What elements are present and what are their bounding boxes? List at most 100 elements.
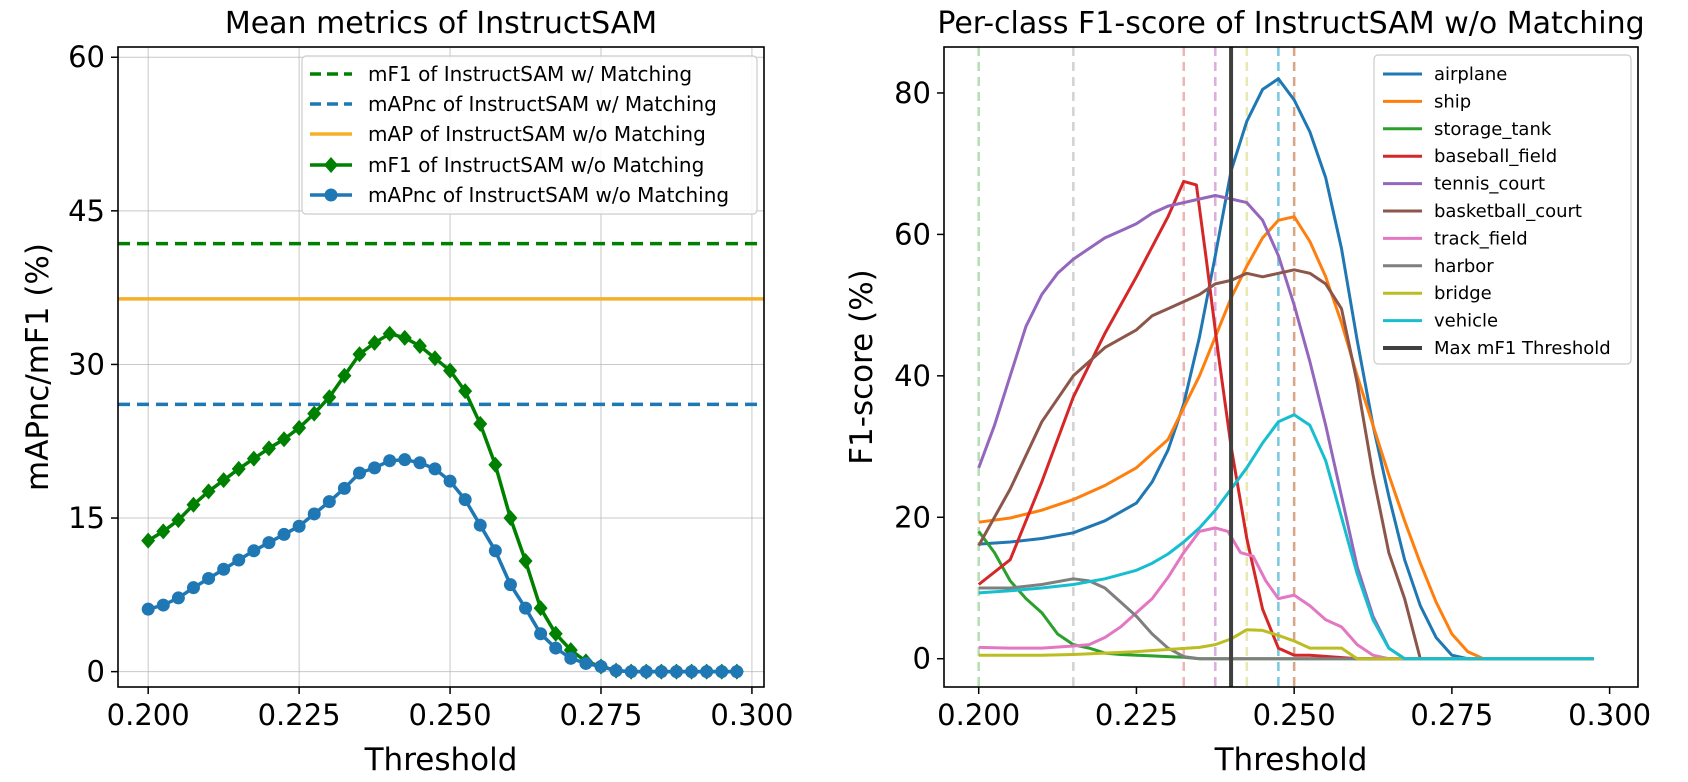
legend-marker-circle (324, 188, 338, 202)
y-tick-label: 0 (87, 655, 105, 689)
series-line-vehicle (978, 413, 1594, 661)
x-tick-label: 0.225 (258, 698, 341, 732)
legend-box (301, 55, 758, 215)
data-point-circle (337, 481, 351, 495)
legend-label-map-no-matching: mAP of InstructSAM w/o Matching (368, 122, 706, 146)
data-point-circle (594, 660, 608, 674)
plot-frame (943, 46, 1639, 688)
x-tick-label: 0.200 (937, 698, 1020, 732)
data-point-diamond (548, 625, 563, 642)
y-tick-label: 60 (894, 217, 931, 251)
chart-title: Mean metrics of InstructSAM (225, 6, 657, 41)
y-axis-label: mAPnc/mF1 (%) (20, 243, 56, 491)
legend-label-vehicle: vehicle (1434, 311, 1498, 332)
data-point-circle (715, 665, 729, 679)
data-point-circle (368, 461, 382, 475)
data-point-diamond (171, 512, 186, 529)
data-point-diamond (412, 338, 427, 355)
data-point-circle (700, 665, 714, 679)
legend-label-harbor: harbor (1434, 256, 1494, 277)
legend-label-bridge: bridge (1434, 283, 1492, 304)
data-point-circle (247, 544, 261, 558)
data-point-circle (624, 665, 638, 679)
x-tick-label: 0.250 (409, 698, 492, 732)
x-tick-label: 0.275 (1410, 698, 1493, 732)
data-point-diamond (503, 510, 518, 527)
data-point-circle (503, 578, 517, 592)
data-point-diamond (292, 419, 307, 436)
x-tick-label: 0.300 (1568, 698, 1651, 732)
data-point-circle (534, 627, 548, 641)
y-axis-ticks: 0 20 40 60 80 (894, 76, 944, 676)
y-tick-label: 15 (68, 501, 105, 535)
data-point-circle (383, 454, 397, 468)
legend-label-storage-tank: storage_tank (1434, 119, 1552, 140)
data-point-diamond (397, 329, 412, 346)
series-line-basketball-court (977, 268, 1594, 661)
data-point-diamond (533, 600, 548, 617)
data-point-circle (292, 519, 306, 533)
y-tick-label: 40 (894, 359, 931, 393)
legend-label-ship: ship (1434, 91, 1471, 112)
data-point-diamond (518, 553, 533, 570)
data-point-circle (730, 665, 744, 679)
data-point-circle (156, 598, 170, 612)
legend-label-baseball-field: baseball_field (1434, 146, 1557, 167)
data-point-circle (186, 581, 200, 595)
data-point-circle (322, 495, 336, 509)
series-line-mapnc-of-instructsam-w-o-matching (147, 457, 737, 674)
chart-per-class-f1: Per-class F1-score of InstructSAM w/o Ma… (844, 6, 1651, 778)
data-point-diamond (216, 472, 231, 489)
x-tick-label: 0.200 (107, 698, 190, 732)
x-tick-label: 0.275 (559, 698, 642, 732)
data-point-circle (307, 507, 321, 521)
x-axis-ticks: 0.200 0.225 0.250 0.275 0.300 (937, 687, 1651, 732)
data-point-diamond (307, 405, 322, 422)
data-point-diamond (246, 450, 261, 467)
y-axis-ticks: 0 15 30 45 60 (68, 40, 118, 689)
data-point-circle (413, 456, 427, 470)
series-line-ship (978, 215, 1594, 661)
legend-label-airplane: airplane (1434, 64, 1507, 85)
series-line-bridge (978, 628, 1594, 661)
x-tick-label: 0.250 (1253, 698, 1336, 732)
data-point-diamond (427, 350, 442, 367)
legend-label-mf1-no-matching: mF1 of InstructSAM w/o Matching (368, 153, 704, 177)
data-point-diamond (473, 415, 488, 432)
y-tick-label: 45 (68, 194, 105, 228)
series-group (977, 47, 1594, 687)
y-tick-label: 30 (68, 347, 105, 381)
series-line-track-field (978, 526, 1594, 661)
data-point-circle (549, 641, 563, 655)
plot-frame (117, 46, 765, 688)
data-point-circle (202, 571, 216, 585)
legend-box (1373, 54, 1632, 365)
chart-title: Per-class F1-score of InstructSAM w/o Ma… (937, 6, 1644, 41)
data-point-circle (277, 527, 291, 541)
data-point-circle (579, 656, 593, 670)
y-tick-label: 0 (913, 642, 931, 676)
data-point-circle (232, 553, 246, 567)
data-point-circle (669, 665, 683, 679)
legend-label-basketball-court: basketball_court (1434, 201, 1582, 222)
data-point-circle (685, 665, 699, 679)
y-tick-label: 80 (894, 76, 931, 110)
reference-lines (118, 241, 764, 407)
x-axis-ticks: 0.200 0.225 0.250 0.275 0.300 (107, 687, 793, 732)
x-tick-label: 0.225 (1095, 698, 1178, 732)
data-point-circle (564, 651, 578, 665)
data-point-diamond (186, 496, 201, 513)
data-point-diamond (201, 483, 216, 500)
data-point-circle (141, 602, 155, 616)
data-point-diamond (382, 325, 397, 342)
legend-label-mapnc-no-matching: mAPnc of InstructSAM w/o Matching (368, 183, 729, 207)
chart-mean-metrics: Mean metrics of InstructSAM 0.200 0.225 0.… (20, 6, 793, 778)
data-point-diamond (156, 523, 171, 540)
data-point-diamond (337, 367, 352, 384)
data-point-circle (171, 591, 185, 605)
legend-marker-diamond (324, 157, 338, 173)
y-axis-label: F1-score (%) (844, 269, 880, 465)
x-axis-label: Threshold (1214, 742, 1368, 778)
data-point-diamond (261, 440, 276, 457)
